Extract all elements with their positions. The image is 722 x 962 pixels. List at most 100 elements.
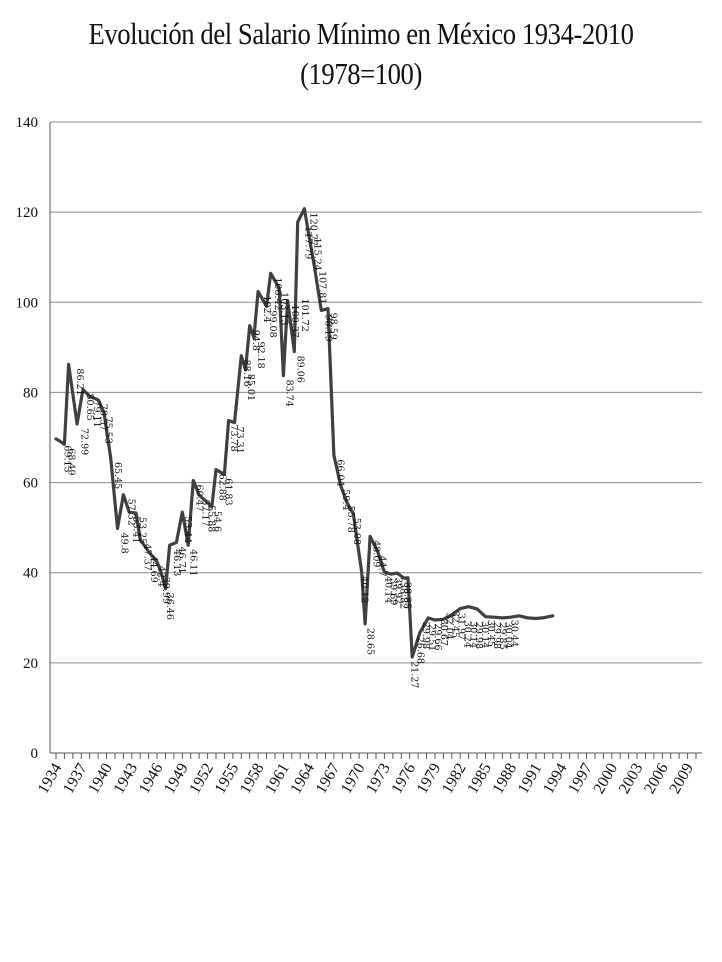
data-label: 120.77 xyxy=(307,213,318,246)
data-point xyxy=(320,309,323,312)
data-point xyxy=(303,207,306,210)
data-label: 38.82 xyxy=(397,582,408,609)
y-tick-label: 120 xyxy=(16,205,39,221)
data-label: 101.72 xyxy=(299,299,310,332)
data-label: 44.7 xyxy=(376,556,387,577)
data-point xyxy=(286,299,289,302)
data-label: 49.8 xyxy=(119,533,130,554)
data-point xyxy=(467,605,470,608)
data-label: 46.71 xyxy=(176,546,187,573)
data-label: 29.51 xyxy=(426,624,437,651)
data-point xyxy=(156,561,158,563)
data-point xyxy=(339,484,342,487)
data-label: 46.13 xyxy=(171,549,182,576)
data-point xyxy=(402,577,405,579)
data-label: 115.24 xyxy=(312,238,323,271)
data-point xyxy=(383,571,386,573)
x-tick-label: 2000 xyxy=(591,761,622,797)
data-point xyxy=(164,587,167,590)
data-label: 85.01 xyxy=(245,374,256,401)
data-label: 42.4 xyxy=(156,566,167,587)
x-tick-label: 1940 xyxy=(85,761,116,797)
x-tick-label: 1991 xyxy=(515,761,546,797)
data-label: 57.17 xyxy=(200,499,211,526)
data-point xyxy=(210,506,213,508)
data-point xyxy=(240,354,243,357)
data-label: 66.04 xyxy=(334,459,345,486)
data-label: 40.14 xyxy=(382,576,393,603)
x-tick-label: 1967 xyxy=(313,761,344,797)
data-point xyxy=(543,616,546,619)
data-point xyxy=(509,616,512,618)
data-label: 53.08 xyxy=(351,518,362,545)
x-tick-label: 1943 xyxy=(111,761,142,797)
data-point xyxy=(396,572,398,574)
data-label: 31.97 xyxy=(456,613,467,640)
data-point xyxy=(82,388,84,391)
data-point xyxy=(227,419,230,422)
data-label: 30.14 xyxy=(479,621,490,648)
data-label: 94.8 xyxy=(250,330,261,351)
data-label: 88.16 xyxy=(241,360,252,387)
y-tick-label: 40 xyxy=(23,566,38,582)
y-tick-label: 60 xyxy=(23,476,38,492)
data-point xyxy=(390,573,392,575)
data-label: 68.49 xyxy=(66,448,77,475)
data-point xyxy=(160,571,163,574)
data-point xyxy=(187,544,190,546)
data-label: 53.44 xyxy=(182,516,193,543)
x-tick-label: 1997 xyxy=(565,761,596,797)
data-label: 100.37 xyxy=(289,305,300,338)
data-point xyxy=(476,608,478,610)
data-point xyxy=(97,398,99,401)
data-point xyxy=(518,614,520,617)
y-tick-label: 20 xyxy=(23,656,38,672)
data-point xyxy=(168,544,171,546)
x-axis: 1934193719401943194619491952195519581961… xyxy=(35,752,702,797)
data-label: 29.66 xyxy=(432,623,443,650)
data-point xyxy=(88,395,91,398)
data-point xyxy=(269,272,272,275)
data-label: 53.41 xyxy=(130,516,141,543)
x-tick-label: 2006 xyxy=(641,761,672,797)
chart-title-line-2: (1978=100) xyxy=(300,56,422,91)
data-point xyxy=(192,479,195,482)
data-label: 30.24 xyxy=(461,621,472,648)
data-point xyxy=(63,443,66,446)
data-label: 29.98 xyxy=(473,622,484,649)
data-label: 29.98 xyxy=(491,622,502,649)
data-label: 72.99 xyxy=(78,428,89,455)
data-point xyxy=(175,541,178,544)
y-tick-label: 80 xyxy=(23,385,38,401)
x-tick-label: 1946 xyxy=(136,761,167,797)
data-label: 117.79 xyxy=(302,226,313,259)
data-point xyxy=(333,454,335,457)
x-tick-label: 1952 xyxy=(186,761,217,797)
x-tick-label: 1937 xyxy=(60,761,91,797)
data-point xyxy=(181,511,184,513)
gridlines xyxy=(50,121,702,754)
data-label: 79.11 xyxy=(91,400,102,427)
data-point xyxy=(135,512,137,514)
data-point xyxy=(327,307,329,310)
data-point xyxy=(484,615,487,618)
data-label: 28.65 xyxy=(365,628,376,655)
data-label: 73.31 xyxy=(234,427,245,454)
data-point xyxy=(103,411,105,414)
data-label: 30.67 xyxy=(438,619,449,646)
data-label: 86.21 xyxy=(74,368,85,395)
y-tick-label: 100 xyxy=(16,295,39,311)
data-label: 30.45 xyxy=(485,620,496,647)
chart-title-line-1: Evolución del Salario Mínimo en México 1… xyxy=(88,16,634,51)
data-point xyxy=(248,324,251,327)
data-point xyxy=(526,617,529,619)
data-label: 62.88 xyxy=(216,474,227,501)
data-point xyxy=(257,290,259,293)
data-point xyxy=(223,473,226,476)
x-tick-label: 1958 xyxy=(237,761,268,797)
data-point xyxy=(205,500,207,502)
data-point xyxy=(296,221,299,223)
data-point xyxy=(253,336,255,339)
